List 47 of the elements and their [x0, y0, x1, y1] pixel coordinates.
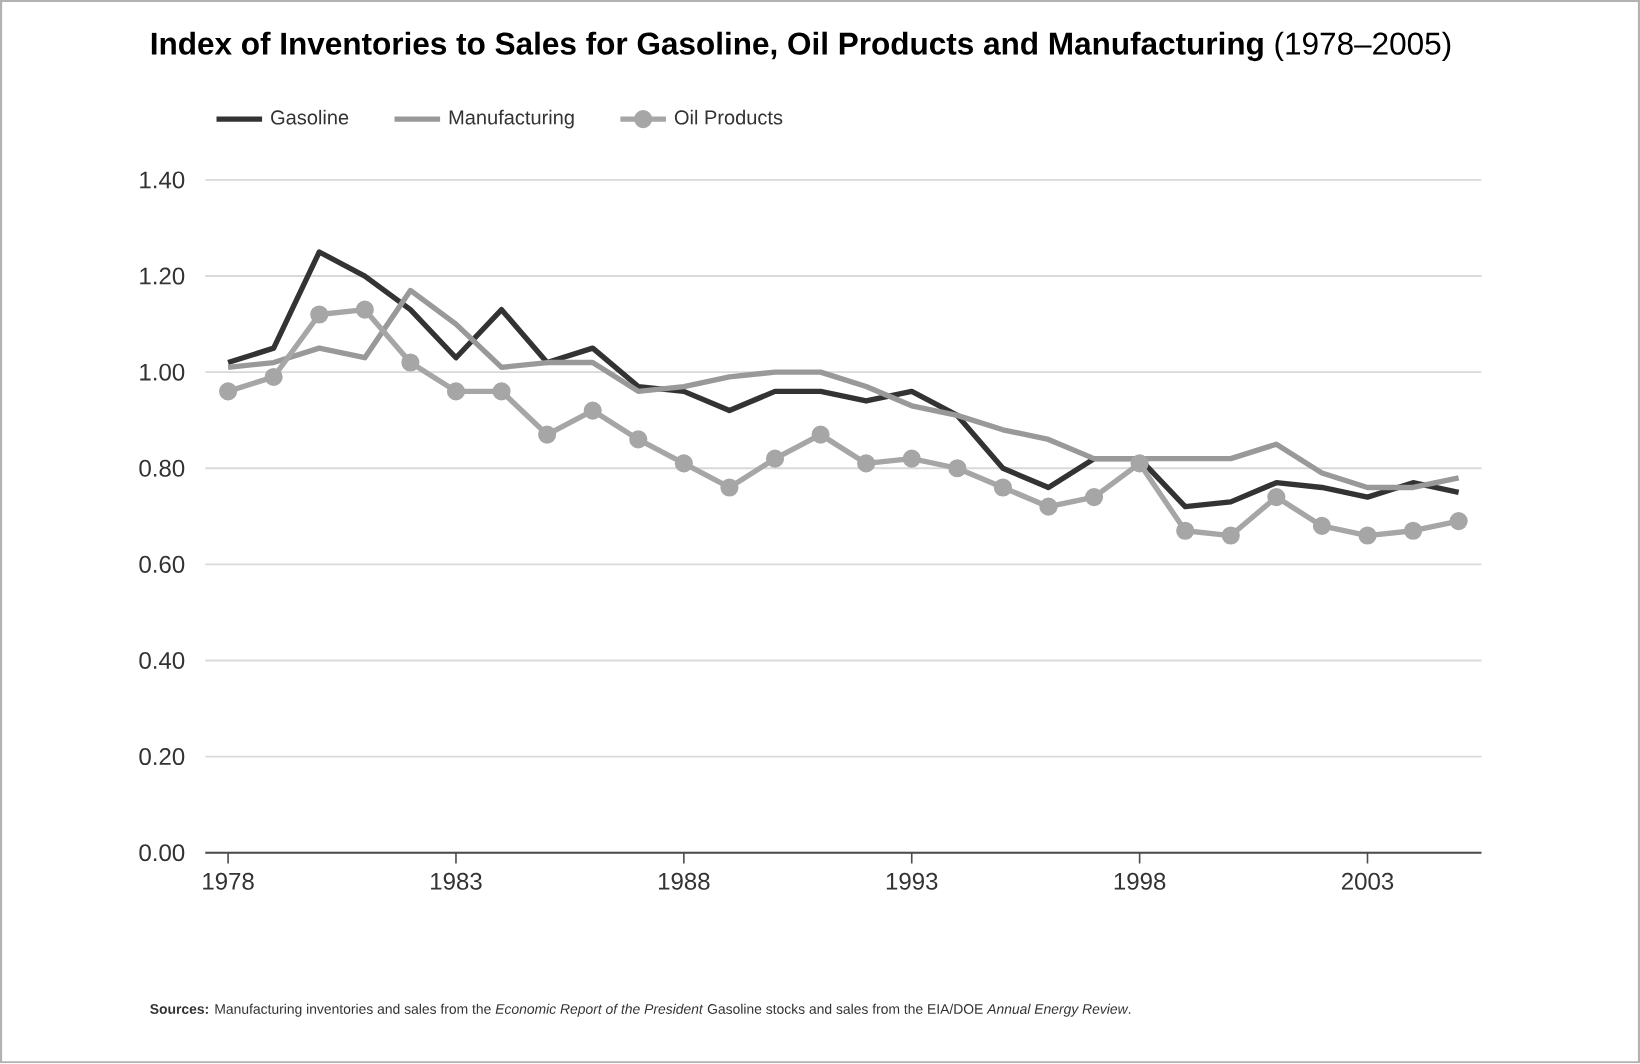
legend-label: Gasoline	[271, 110, 349, 125]
x-tick-label: 2003	[1341, 873, 1394, 891]
point	[1176, 521, 1195, 541]
point	[1312, 517, 1331, 536]
x-tick-label: 1988	[658, 873, 710, 891]
y-tick-label: 0.40	[139, 652, 185, 670]
point	[355, 300, 374, 320]
point	[1404, 521, 1423, 541]
point	[1130, 454, 1149, 473]
point	[1039, 497, 1058, 517]
y-tick-label: 0.00	[139, 844, 185, 862]
point	[446, 382, 466, 401]
point	[948, 459, 967, 478]
point	[492, 382, 511, 401]
point	[310, 305, 329, 324]
x-tick-label: 1998	[1114, 873, 1166, 891]
y-tick-label: 1.40	[140, 171, 185, 189]
y-tick-label: 1.00	[140, 363, 185, 381]
point	[1084, 488, 1104, 507]
point	[811, 425, 830, 445]
x-tick-label: 1978	[203, 873, 254, 891]
point	[538, 425, 557, 445]
x-tick-label: 1983	[431, 873, 482, 891]
y-tick-label: 0.80	[139, 460, 185, 478]
point	[264, 368, 283, 387]
legend-label: Manufacturing	[449, 110, 574, 129]
point	[902, 449, 921, 469]
point	[674, 454, 693, 473]
point	[219, 382, 238, 401]
point	[1267, 488, 1286, 507]
y-tick-label: 1.20	[140, 267, 185, 285]
legend-label: Oil Products	[674, 110, 783, 125]
point	[720, 478, 739, 497]
point	[629, 430, 648, 449]
point	[1358, 526, 1377, 545]
point	[1449, 512, 1468, 531]
point	[993, 478, 1012, 497]
chart-title: Index of Inventories to Sales for Gasoline, Oil Products and Manufacturing (1978–2005)	[151, 32, 1451, 62]
x-tick-label: 1993	[886, 873, 938, 891]
y-tick-label: 0.60	[139, 556, 185, 574]
point	[583, 401, 602, 420]
point	[401, 353, 420, 372]
point	[765, 449, 785, 469]
line-series	[225, 249, 1462, 510]
y-tick-label: 0.20	[139, 748, 185, 766]
point	[857, 454, 876, 473]
point	[1221, 526, 1240, 545]
